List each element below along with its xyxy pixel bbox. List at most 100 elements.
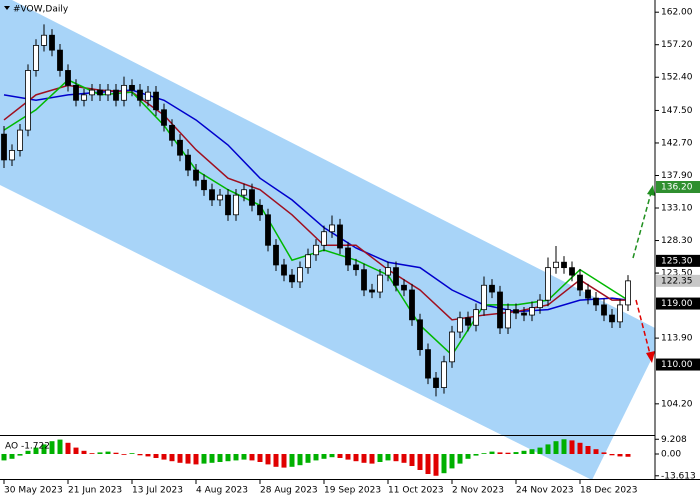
ao-bar: [417, 454, 423, 470]
candle-body: [201, 179, 207, 191]
level-label-box: [656, 254, 700, 267]
y-tick-label: 133.10: [661, 204, 693, 214]
candle-body: [233, 194, 239, 216]
ao-bar: [233, 454, 239, 461]
candle-body: [145, 91, 151, 101]
ao-bar: [297, 454, 303, 466]
ao-bar: [193, 454, 199, 465]
ao-bar: [401, 454, 407, 463]
y-tick-label: 104.20: [661, 399, 693, 409]
candle-body: [409, 289, 415, 321]
ao-bar: [105, 451, 111, 454]
level-label: 119.00: [661, 299, 693, 309]
candle-body: [321, 231, 327, 246]
candle-body: [105, 89, 111, 96]
candle-body: [529, 307, 535, 316]
ao-bar: [529, 449, 535, 454]
candle-body: [193, 169, 199, 181]
ao-bar: [153, 454, 159, 458]
ao-bar: [81, 450, 87, 454]
ao-bar: [409, 454, 415, 466]
candle-body: [345, 247, 351, 266]
y-tick-label: 157.20: [661, 40, 693, 50]
price-axis: [655, 0, 700, 500]
candle-body: [457, 317, 463, 333]
candle-body: [513, 309, 519, 314]
candle-body: [353, 264, 359, 271]
candle-body: [433, 377, 439, 388]
candle-body: [393, 267, 399, 286]
ao-bar: [305, 454, 311, 463]
candle-body: [497, 291, 503, 329]
ao-bar: [121, 454, 127, 455]
candle-body: [537, 299, 543, 309]
x-tick-label: 11 Oct 2023: [388, 486, 444, 496]
ao-bar: [337, 454, 343, 458]
candle-body: [561, 261, 567, 269]
ao-bar: [513, 452, 519, 454]
indicator-title: AO -1.722: [5, 442, 50, 452]
level-label: 110.00: [661, 360, 693, 370]
ao-bar: [273, 454, 279, 467]
candle-body: [137, 89, 143, 101]
candle-body: [577, 274, 583, 291]
x-tick-label: 19 Sep 2023: [324, 486, 381, 496]
ao-bar: [281, 454, 287, 468]
ao-bar: [385, 454, 391, 461]
ao-bar: [9, 454, 15, 459]
x-tick-label: 21 Jun 2023: [68, 486, 122, 496]
ao-bar: [585, 446, 591, 454]
candle-body: [425, 349, 431, 379]
ao-bar: [505, 452, 511, 454]
candle-body: [177, 139, 183, 156]
candle-body: [257, 204, 263, 216]
candle-body: [441, 361, 447, 388]
ao-bar: [433, 454, 439, 476]
y-tick-label: 142.70: [661, 138, 693, 148]
arrow-head: [647, 185, 655, 196]
x-tick-label: 30 May 2023: [4, 486, 63, 496]
level-label-box: [656, 297, 700, 310]
ao-bar: [73, 447, 79, 454]
ao-bar: [473, 454, 479, 456]
x-tick-label: 2 Nov 2023: [452, 486, 504, 496]
ao-bar: [161, 454, 167, 460]
ao-bar: [393, 454, 399, 462]
candle-body: [569, 267, 575, 276]
candle-body: [473, 309, 479, 326]
ao-bar: [1, 454, 7, 461]
candle-body: [49, 34, 55, 51]
ao-bar: [329, 454, 335, 458]
candle-body: [385, 267, 391, 276]
ao-bar: [345, 454, 351, 460]
ao-bar: [561, 439, 567, 454]
ao-bar: [537, 447, 543, 454]
ao-bar: [113, 452, 119, 454]
candle-body: [185, 154, 191, 171]
candle-body: [585, 289, 591, 299]
candle-body: [121, 84, 127, 101]
ao-bar: [289, 454, 295, 467]
ao-bar: [49, 441, 55, 454]
ao-bar: [249, 454, 255, 461]
y-tick-label: 123.50: [661, 269, 693, 279]
ao-bar: [425, 454, 431, 474]
y-tick-label: 152.40: [661, 73, 693, 83]
ao-bar: [25, 450, 31, 454]
ao-bar: [441, 454, 447, 474]
overlay: [632, 185, 655, 363]
ao-bar: [65, 442, 71, 454]
candle-body: [17, 129, 23, 151]
ao-bar: [369, 454, 375, 464]
candle-body: [41, 34, 47, 46]
candle-body: [401, 284, 407, 291]
y-tick-label: 113.90: [661, 334, 693, 344]
ao-bar: [177, 454, 183, 463]
ao-bar: [353, 454, 359, 462]
candle-body: [57, 49, 63, 71]
ao-bar: [241, 454, 247, 460]
ao-bar: [361, 454, 367, 463]
level-label: 136.20: [661, 183, 693, 193]
candle-body: [553, 261, 559, 269]
ao-bar: [457, 454, 463, 464]
